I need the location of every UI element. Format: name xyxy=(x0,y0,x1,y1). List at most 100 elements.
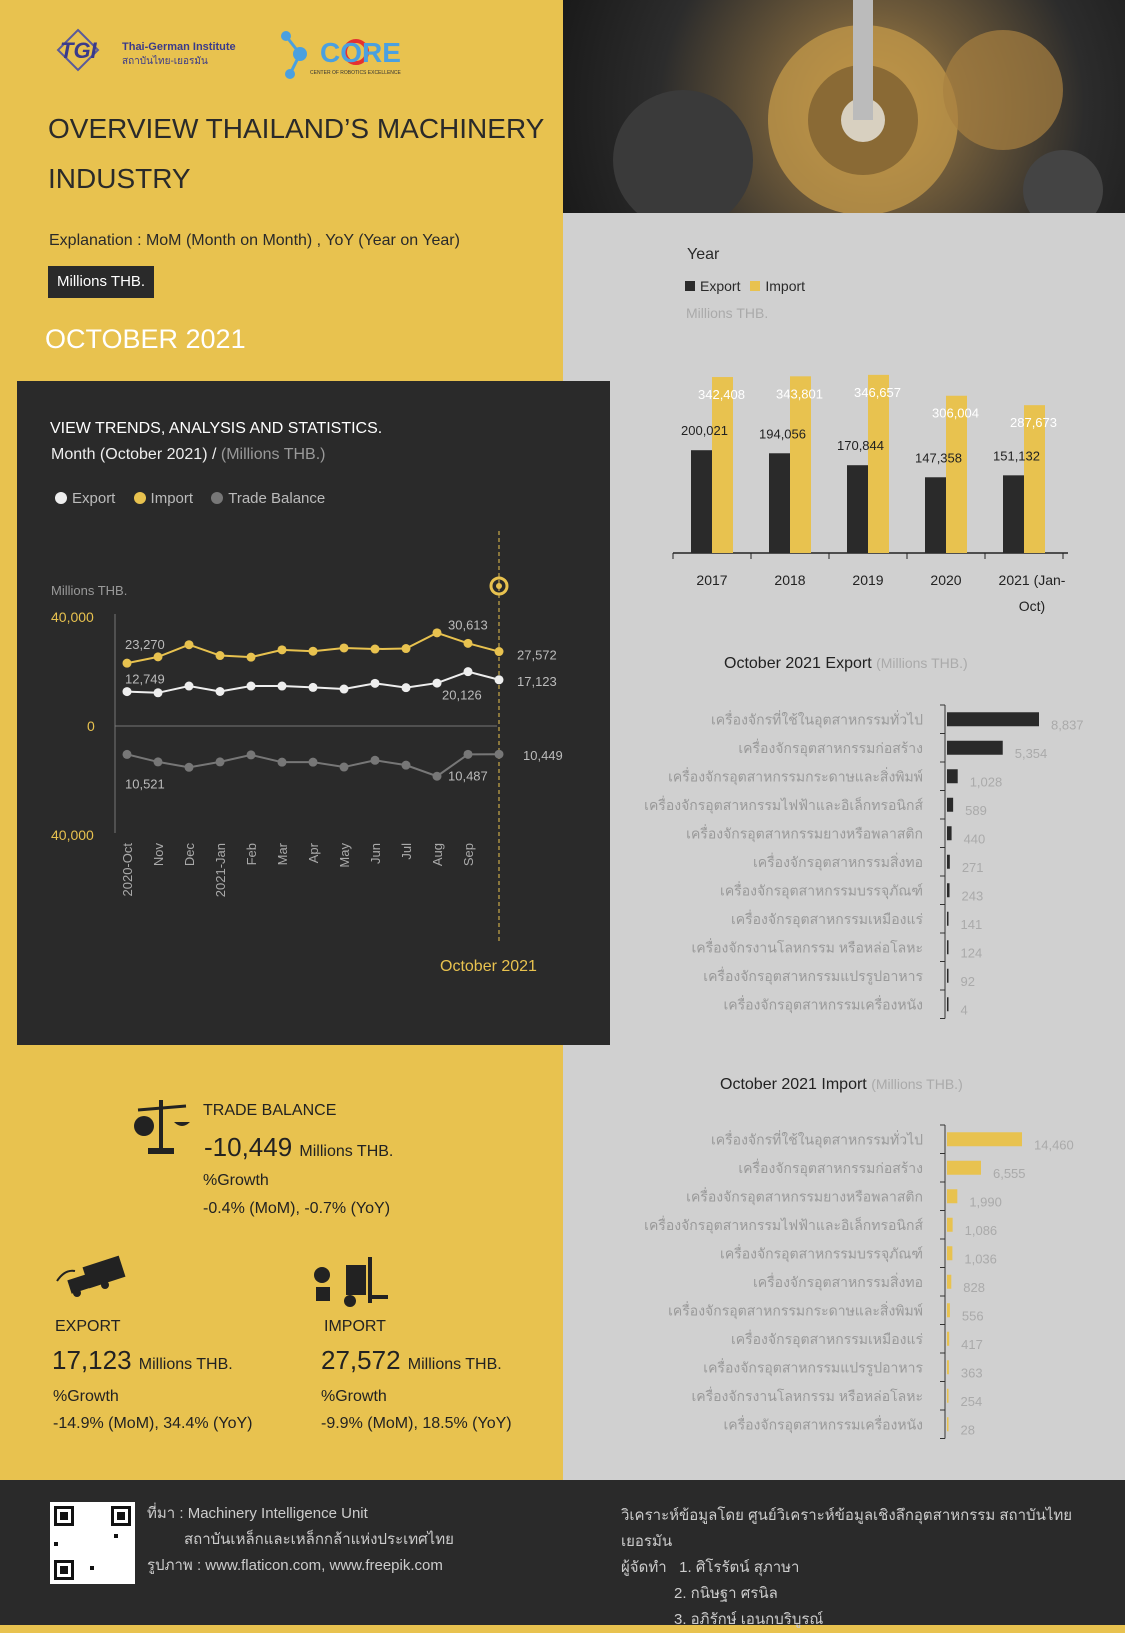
footer-credits: วิเคราะห์ข้อมูลโดย ศูนย์วิเคราะห์ข้อมูลเ… xyxy=(621,1503,1125,1633)
import-category-label: เครื่องจักรงานโลหกรรม หรือหล่อโลหะ xyxy=(691,1387,923,1404)
trend-import-point xyxy=(432,628,442,638)
export-value: 8,837 xyxy=(1051,717,1084,732)
import-bar xyxy=(947,1132,1022,1147)
qr-code xyxy=(50,1502,135,1584)
trend-export-point xyxy=(370,678,380,688)
trade-balance-unit: Millions THB. xyxy=(299,1143,394,1160)
year-x-label: 2019 xyxy=(852,572,883,588)
import-category-label: เครื่องจักรอุตสาหกรรมไฟฟ้าและอิเล็กทรอนิ… xyxy=(644,1216,923,1234)
trend-export-point xyxy=(432,678,442,688)
export-category-label: เครื่องจักรอุตสาหกรรมสิ่งทอ xyxy=(753,853,923,871)
trend-import-point xyxy=(370,644,380,654)
export-bar xyxy=(947,826,952,841)
legend-trade-balance-swatch xyxy=(211,492,224,504)
year-x-label: 2017 xyxy=(696,572,727,588)
export-growth-label: %Growth xyxy=(53,1388,119,1405)
export-category-label: เครื่องจักรที่ใช้ในอุตสาหกรรมทั่วไป xyxy=(711,710,923,728)
year-export-bar xyxy=(925,477,946,553)
export-category-label: เครื่องจักรอุตสาหกรรมแปรรูปอาหาร xyxy=(703,967,923,985)
trend-y-tick-zero: 0 xyxy=(87,718,95,734)
trend-export-point xyxy=(339,684,349,694)
export-value: 440 xyxy=(964,831,986,846)
import-category-label: เครื่องจักรที่ใช้ในอุตสาหกรรมทั่วไป xyxy=(711,1130,923,1148)
export-value: 243 xyxy=(962,888,984,903)
trend-x-tick: Aug xyxy=(430,843,445,866)
year-export-value: 200,021 xyxy=(681,423,728,438)
export-chart-unit: (Millions THB.) xyxy=(876,655,968,671)
footer-authors-row: ผู้จัดทำ 1. ศิโรรัตน์ สุภาษา xyxy=(621,1555,1125,1581)
year-legend-export: Export xyxy=(700,278,741,294)
trend-x-tick: Feb xyxy=(244,843,259,865)
export-label: EXPORT xyxy=(55,1318,121,1335)
trend-y-tick-top: 40,000 xyxy=(51,609,94,625)
tgi-name-th: สถาบันไทย-เยอรมัน xyxy=(122,55,208,67)
import-value: 363 xyxy=(961,1365,983,1380)
import-value: 1,990 xyxy=(969,1194,1002,1209)
trend-x-tick: 2021-Jan xyxy=(213,843,228,897)
trend-x-tick: Jul xyxy=(399,843,414,860)
legend-import: Import xyxy=(133,490,193,507)
trend-x-tick: Dec xyxy=(182,843,197,867)
import-value-row: 27,572 Millions THB. xyxy=(321,1345,502,1376)
trend-month-marker-dot xyxy=(496,583,502,589)
year-import-bar xyxy=(712,377,733,553)
trend-import-point xyxy=(122,658,132,668)
trend-export-point xyxy=(463,667,473,677)
core-logo: CORE CENTER OF ROBOTICS EXCELLENCE xyxy=(278,24,418,80)
trend-export-point xyxy=(122,687,132,697)
import-label: IMPORT xyxy=(324,1318,386,1335)
footer-images-credit: รูปภาพ : www.flaticon.com, www.freepik.c… xyxy=(147,1557,443,1574)
export-value: 141 xyxy=(961,917,983,932)
year-export-value: 147,358 xyxy=(915,450,962,465)
year-bar-chart: 200,021 342,408 2017 194,056 343,801 2018 170,… xyxy=(672,374,1068,614)
trend-trade-balance-point xyxy=(153,757,163,767)
trend-import-point xyxy=(153,652,163,662)
year-import-bar xyxy=(868,374,889,553)
footer-source-line2: สถาบันเหล็กและเหล็กกล้าแห่งประเทศไทย xyxy=(184,1531,454,1548)
import-category-label: เครื่องจักรอุตสาหกรรมเหมืองแร่ xyxy=(731,1330,924,1348)
legend-import-swatch xyxy=(133,492,146,504)
year-export-value: 194,056 xyxy=(759,426,806,441)
trend-export-label-last: 17,123 xyxy=(517,674,557,689)
trend-subtitle: Month (October 2021) / (Millions THB.) xyxy=(51,446,325,464)
year-import-bar xyxy=(1024,405,1045,553)
import-chart-title-text: October 2021 Import xyxy=(720,1076,867,1093)
import-bar xyxy=(947,1160,981,1175)
export-value: 271 xyxy=(962,860,984,875)
year-export-bar xyxy=(847,465,868,553)
footer-author-2: 2. กนิษฐา ศรนิล xyxy=(674,1585,778,1602)
unit-badge: Millions THB. xyxy=(48,266,155,298)
scale-icon xyxy=(134,1100,190,1154)
year-export-bar xyxy=(1003,475,1024,553)
import-value: 6,555 xyxy=(993,1166,1026,1181)
trend-trade-balance-point xyxy=(215,757,225,767)
year-export-bar xyxy=(691,450,712,553)
trend-x-tick: Sep xyxy=(461,843,476,866)
trend-import-point xyxy=(339,643,349,653)
footer-source: ที่มา : Machinery Intelligence Unit สถาบ… xyxy=(147,1501,454,1579)
tgi-logo-text: TGI xyxy=(60,38,98,63)
import-bar xyxy=(947,1189,958,1204)
year-import-value: 287,673 xyxy=(1010,415,1057,430)
trend-trade-balance-point xyxy=(494,749,504,759)
right-background xyxy=(563,0,1125,1480)
trend-trade-balance-point xyxy=(277,757,287,767)
import-category-label: เครื่องจักรอุตสาหกรรมบรรจุภัณฑ์ xyxy=(720,1244,923,1262)
trend-x-tick: May xyxy=(337,843,352,868)
trend-trade-balance-point xyxy=(463,749,473,759)
export-bar-chart: เครื่องจักรที่ใช้ในอุตสาหกรรมทั่วไป 8,837… xyxy=(644,704,1084,1019)
trend-trade-balance-point xyxy=(122,749,132,759)
export-category-label: เครื่องจักรงานโลหกรรม หรือหล่อโลหะ xyxy=(691,938,923,955)
gears-photo xyxy=(563,0,1125,213)
trend-export-point xyxy=(494,675,504,685)
trend-trade-balance-point xyxy=(432,771,442,781)
export-bar xyxy=(947,997,949,1012)
trend-trade-balance-point xyxy=(246,750,256,760)
year-import-value: 343,801 xyxy=(776,386,823,401)
trend-x-tick: Mar xyxy=(275,842,290,865)
trade-balance-value: -10,449 xyxy=(204,1132,293,1162)
year-chart-legend: Export Import xyxy=(685,278,805,294)
year-import-bar xyxy=(790,376,811,553)
import-category-label: เครื่องจักรอุตสาหกรรมก่อสร้าง xyxy=(738,1159,923,1177)
import-bar xyxy=(947,1303,950,1318)
